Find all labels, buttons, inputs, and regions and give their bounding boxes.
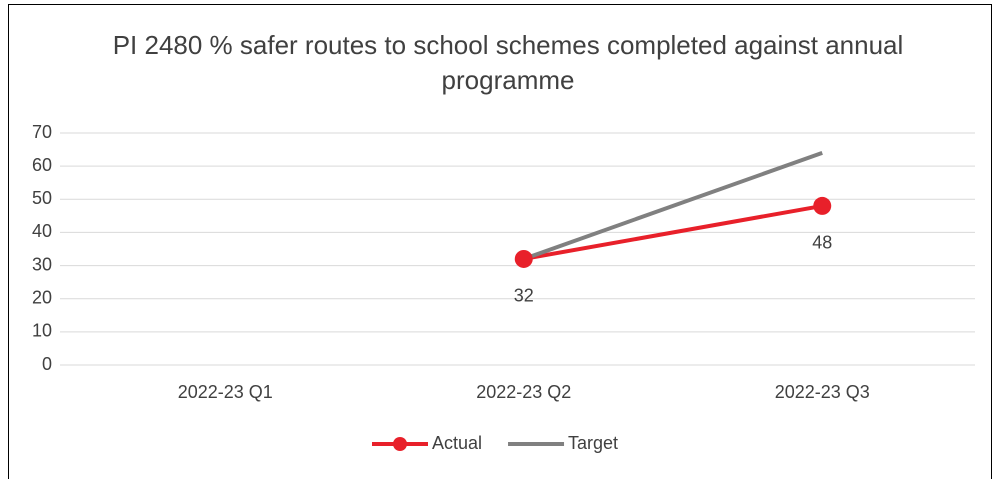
- y-tick-label: 60: [32, 155, 52, 175]
- y-tick-label: 0: [42, 354, 52, 374]
- y-tick-label: 40: [32, 221, 52, 241]
- x-tick-label: 2022-23 Q2: [476, 382, 571, 402]
- y-tick-label: 70: [32, 122, 52, 142]
- legend-label: Actual: [432, 433, 482, 453]
- series-line: [523, 203, 823, 261]
- x-tick-label: 2022-23 Q3: [775, 382, 870, 402]
- y-tick-label: 10: [32, 321, 52, 341]
- series-line: [523, 151, 823, 261]
- y-tick-label: 30: [32, 254, 52, 274]
- data-point: [514, 249, 533, 268]
- x-tick-label: 2022-23 Q1: [178, 382, 273, 402]
- y-tick-label: 50: [32, 188, 52, 208]
- data-point: [813, 196, 832, 215]
- legend-marker: [393, 437, 407, 451]
- data-label: 32: [514, 286, 534, 306]
- chart-frame: [8, 4, 992, 479]
- chart-title: PI 2480 % safer routes to school schemes…: [112, 30, 904, 95]
- data-label: 48: [812, 233, 832, 253]
- y-tick-label: 20: [32, 287, 52, 307]
- legend-label: Target: [568, 433, 618, 453]
